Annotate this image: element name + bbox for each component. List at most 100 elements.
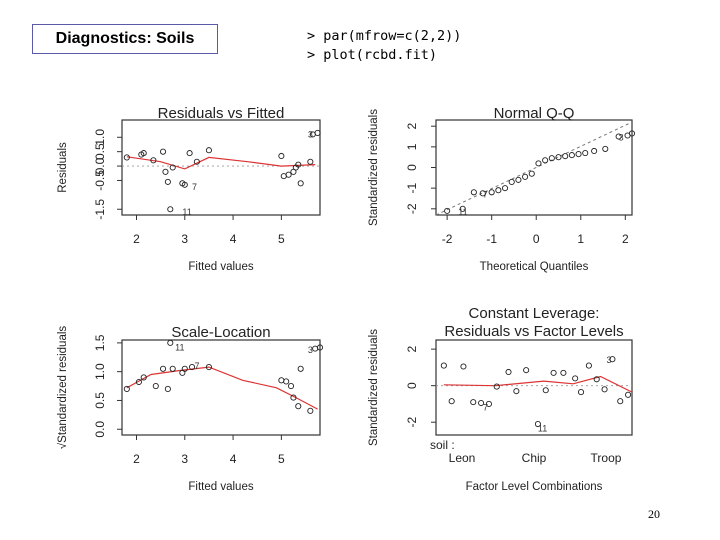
panel3-point-annotation: 11 <box>175 342 184 352</box>
panel4-data-point <box>470 399 477 406</box>
panel2-title: Normal Q-Q <box>494 105 575 122</box>
panel4-data-point <box>560 369 567 376</box>
panel4-data-point <box>513 388 520 395</box>
panel4-data-point <box>493 383 500 390</box>
panel2-y-tick-label: 0 <box>405 164 419 171</box>
panel4-x-axis-label: Factor Level Combinations <box>466 481 603 493</box>
panel2-x-tick-label: 2 <box>622 232 629 246</box>
page-number: 20 <box>648 507 660 521</box>
panel1-y-tick-label: 1.0 <box>93 129 107 146</box>
panel2-point-annotation: 7 <box>483 189 488 199</box>
panel1-point-annotation: 7 <box>192 182 197 192</box>
panel1-x-tick-label: 4 <box>230 232 237 246</box>
panel1-x-axis-label: Fitted values <box>188 261 253 273</box>
panel1-data-point <box>167 206 174 213</box>
panel2-data-point <box>535 160 542 167</box>
panel3-plot-frame <box>121 339 321 436</box>
panel2-point-annotation: 11 <box>458 207 467 217</box>
panel1-data-point <box>297 180 304 187</box>
panel2-data-point <box>615 133 622 140</box>
panel4-title: Constant Leverage: <box>469 305 600 322</box>
panel3-title: Scale-Location <box>171 324 270 341</box>
panel4-category-label: Chip <box>522 451 547 465</box>
panel4-data-point <box>542 387 549 394</box>
panel2-data-point <box>628 130 636 137</box>
panel3-data-point <box>123 385 130 392</box>
panel2-y-tick-label: -1 <box>405 182 419 193</box>
panel2-data-point <box>459 205 466 212</box>
panel2-data-point <box>488 189 495 196</box>
code-line-2: > plot(rcbd.fit) <box>307 47 438 63</box>
panel3-data-point <box>283 378 290 385</box>
panel1-x-tick-label: 3 <box>181 232 188 246</box>
panel4-data-point <box>617 398 624 405</box>
panel3-y-tick-label: 0.5 <box>93 392 107 409</box>
panel3-data-point <box>140 374 147 381</box>
panel1-y-tick-label: 0.5 <box>93 143 107 160</box>
panel3-data-point <box>316 344 324 351</box>
panel2-y-tick-label: 2 <box>405 123 419 130</box>
panel1-point-annotation: 11 <box>182 207 191 217</box>
panel3-data-point <box>164 385 171 392</box>
panel4-y-tick-label: 2 <box>405 345 419 352</box>
panel4-point-annotation: 7 <box>483 403 488 413</box>
panel2-data-point <box>495 187 502 194</box>
panel4-data-point <box>585 362 592 369</box>
panel1-data-point <box>285 171 292 178</box>
panel4-y-axis-label: Standardized residuals <box>368 329 380 446</box>
panel2-data-point <box>548 155 555 162</box>
panel1-x-tick-label: 5 <box>278 232 285 246</box>
panel2-data-point <box>568 152 575 159</box>
panel3-y-axis-label: √Standardized residuals <box>56 326 69 450</box>
panel2-data-point <box>479 190 486 197</box>
panel3-point-annotation: 7 <box>194 361 199 371</box>
panel1-y-axis-label: Residuals <box>57 142 69 193</box>
panel3-data-point <box>290 394 297 401</box>
panel2-y-tick-label: -2 <box>405 203 419 214</box>
panel4-data-point <box>601 386 608 393</box>
panel2-x-tick-label: -2 <box>442 232 453 246</box>
panel4-point-annotation: 3 <box>607 355 612 365</box>
panel1-data-point <box>169 164 176 171</box>
panel1-data-point <box>162 168 169 175</box>
panel4-point-annotation: 11 <box>538 424 547 434</box>
panel2-data-point <box>528 170 535 177</box>
panel1-data-point <box>205 147 212 154</box>
panel1-y-tick-label: -1.5 <box>93 199 107 220</box>
panel4-subtitle: Residuals vs Factor Levels <box>444 323 623 340</box>
panel2-x-tick-label: 1 <box>577 232 584 246</box>
panel4-category-label: Leon <box>449 451 476 465</box>
code-line-1: > par(mfrow=c(2,2)) <box>307 28 462 44</box>
panel4-data-point <box>609 356 616 363</box>
panel4-data-point <box>625 391 632 398</box>
panel1-data-point <box>193 158 200 165</box>
panel4-data-point <box>460 363 467 370</box>
panel3-data-point <box>159 365 167 372</box>
panel1-x-tick-label: 2 <box>133 232 140 246</box>
panel2-point-annotation: 3 <box>619 133 624 143</box>
panel4-data-point <box>577 389 585 396</box>
panel4-y-tick-label: 0 <box>405 382 419 389</box>
panel3-data-point <box>152 383 159 390</box>
panel1-data-point <box>181 181 188 188</box>
panel1-y-tick-label: -0.5 <box>93 170 107 191</box>
panel1-data-point <box>123 154 130 161</box>
panel1-plot-frame <box>121 119 321 216</box>
panel1-smooth-line <box>126 156 316 170</box>
panel1-data-point <box>186 150 193 157</box>
panel4-y-tick-label: -2 <box>405 417 419 428</box>
panel1-data-point <box>314 129 321 137</box>
panel3-y-tick-label: 1.5 <box>93 334 107 351</box>
panel3-data-point <box>297 365 304 372</box>
panel1-title: Residuals vs Fitted <box>158 105 285 122</box>
panel2-y-axis-label: Standardized residuals <box>368 109 380 226</box>
panel3-data-point <box>287 383 295 390</box>
panel3-point-annotation: 3 <box>308 345 313 355</box>
panel4-smooth-line <box>443 375 633 393</box>
panel4-category-label: Troop <box>591 451 622 465</box>
panel2-x-axis-label: Theoretical Quantiles <box>480 261 589 273</box>
panel2-data-point <box>508 178 515 186</box>
panel3-data-point <box>312 345 319 352</box>
panel2-data-point <box>582 149 589 157</box>
